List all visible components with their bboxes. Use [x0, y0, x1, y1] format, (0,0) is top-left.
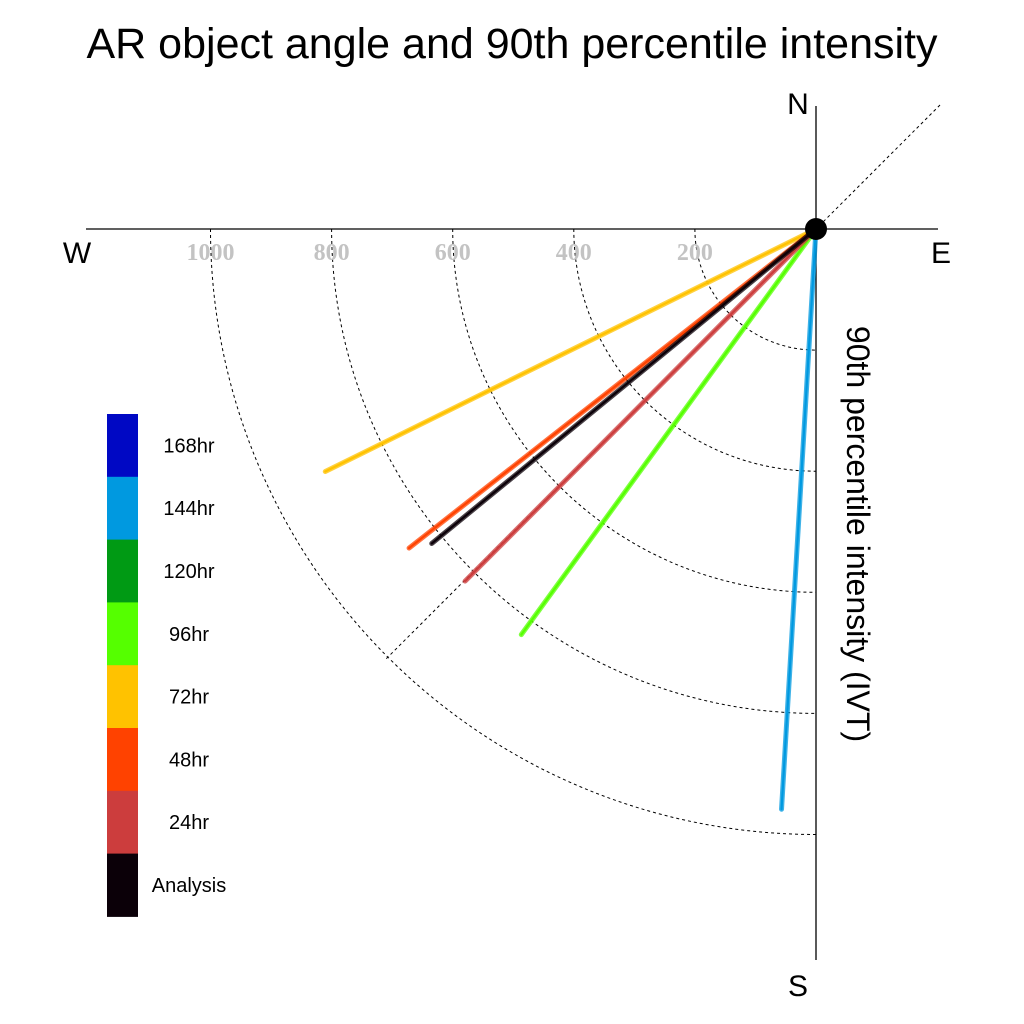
forecast-vectors — [322, 226, 819, 812]
radial-axis-title: 90th percentile intensity (IVT) — [840, 326, 876, 742]
origin-point — [805, 218, 827, 240]
legend-swatch-96hr — [107, 602, 138, 666]
ring-label-400: 400 — [556, 240, 592, 266]
vector-line-96hr — [520, 227, 818, 636]
east-label: E — [931, 237, 951, 270]
legend-swatch-72hr — [107, 665, 138, 729]
legend-swatch-24hr — [107, 790, 138, 855]
ring-tick-labels: 200 400 600 800 1000 — [187, 240, 713, 266]
vector-24hr — [462, 226, 819, 584]
south-label: S — [788, 970, 808, 1003]
vector-72hr — [322, 226, 819, 475]
ring-label-600: 600 — [435, 240, 471, 266]
legend-label-96hr: 96hr — [169, 624, 209, 646]
ring-200 — [694, 228, 817, 351]
west-label: W — [63, 237, 92, 270]
north-label: N — [787, 88, 809, 121]
legend: 168hr 144hr 120hr 96hr 72hr 48hr 24hr Analysis — [107, 414, 226, 917]
ring-label-1000: 1000 — [187, 240, 235, 266]
legend-label-168hr: 168hr — [163, 435, 214, 457]
vector-144hr — [779, 226, 819, 812]
vector-line-analysis — [430, 227, 818, 545]
legend-swatch-48hr — [107, 728, 138, 792]
ring-400 — [573, 228, 817, 472]
chart-title: AR object angle and 90th percentile inte… — [87, 20, 938, 68]
legend-label-24hr: 24hr — [169, 812, 209, 834]
vector-line-144hr — [780, 227, 818, 811]
ring-label-200: 200 — [677, 240, 713, 266]
vector-line-72hr — [324, 227, 818, 473]
legend-label-144hr: 144hr — [163, 498, 214, 520]
legend-label-120hr: 120hr — [163, 561, 214, 583]
legend-swatch-120hr — [107, 539, 138, 603]
ring-label-800: 800 — [314, 240, 350, 266]
legend-label-analysis: Analysis — [152, 875, 226, 897]
ring-600 — [452, 228, 817, 593]
legend-label-72hr: 72hr — [169, 687, 209, 709]
legend-swatch-168hr — [107, 414, 138, 478]
vector-96hr — [518, 226, 819, 638]
legend-swatch-analysis — [107, 853, 138, 917]
vector-analysis — [429, 226, 819, 546]
legend-swatch-144hr — [107, 476, 138, 541]
vector-line-24hr — [464, 227, 818, 583]
legend-label-48hr: 48hr — [169, 749, 209, 771]
